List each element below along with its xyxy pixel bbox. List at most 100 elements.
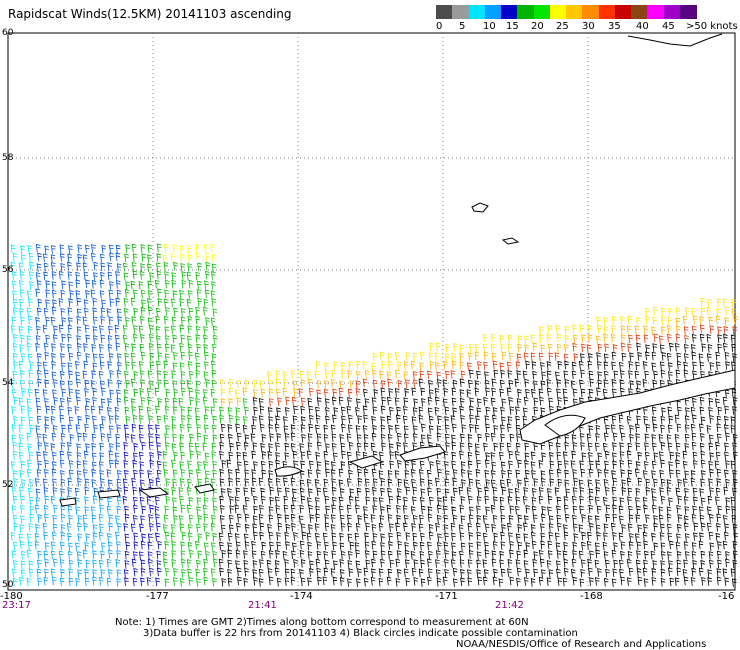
wind-barb <box>653 522 658 532</box>
wind-barb <box>323 478 329 488</box>
wind-barb <box>228 398 233 407</box>
wind-barb <box>188 577 193 586</box>
wind-barb <box>732 451 738 460</box>
wind-barb <box>411 416 417 425</box>
wind-barb <box>28 487 33 497</box>
wind-barb <box>618 414 624 424</box>
wind-barb <box>244 513 250 523</box>
wind-barb <box>100 253 105 263</box>
wind-barb <box>603 523 609 533</box>
wind-barb <box>148 433 153 442</box>
wind-barb <box>85 279 90 289</box>
wind-barb <box>500 343 505 353</box>
wind-barb <box>101 387 106 397</box>
wind-barb <box>362 425 368 434</box>
wind-barb <box>725 551 730 560</box>
wind-barb <box>660 495 666 505</box>
wind-barb <box>475 450 480 460</box>
wind-barb <box>140 351 146 361</box>
wind-barb <box>637 524 642 533</box>
wind-barb <box>18 262 24 272</box>
wind-barb <box>259 559 264 568</box>
wind-barb <box>346 478 352 487</box>
wind-barb <box>107 479 113 488</box>
wind-barb <box>83 343 88 352</box>
wind-barb <box>138 405 144 415</box>
wind-barb <box>12 370 18 380</box>
wind-barb <box>627 487 633 497</box>
wind-barb <box>290 576 296 586</box>
wind-barb <box>524 335 529 344</box>
wind-barb <box>420 497 425 506</box>
wind-barb <box>35 317 40 326</box>
wind-barb <box>187 532 193 542</box>
wind-barb <box>460 542 466 552</box>
wind-barb <box>436 514 442 524</box>
wind-barb <box>82 549 88 559</box>
wind-barb <box>651 568 657 577</box>
wind-barb <box>219 515 225 524</box>
wind-barb <box>676 504 681 514</box>
wind-barb <box>468 532 474 541</box>
wind-barb <box>115 531 120 541</box>
wind-barb <box>132 270 138 280</box>
wind-barb <box>180 504 186 514</box>
wind-barb <box>508 488 513 497</box>
wind-barb <box>341 362 346 371</box>
wind-barb <box>101 415 106 425</box>
wind-barb <box>29 261 34 271</box>
wind-barb <box>122 478 128 488</box>
wind-barb <box>355 388 361 397</box>
wind-barb <box>651 470 656 479</box>
wind-barb <box>19 524 24 533</box>
wind-barb <box>219 450 224 460</box>
wind-barb <box>475 468 481 478</box>
wind-barb <box>605 504 611 514</box>
wind-barb <box>181 558 186 568</box>
wind-barb <box>10 531 16 541</box>
wind-barb <box>45 289 50 298</box>
wind-barb <box>652 496 657 505</box>
wind-barb <box>179 515 184 524</box>
wind-barb <box>434 388 440 397</box>
wind-barb <box>188 442 194 451</box>
wind-barb <box>435 569 441 578</box>
wind-barb <box>597 343 603 353</box>
wind-barb <box>347 533 353 543</box>
wind-barb <box>476 559 481 569</box>
wind-barb <box>131 243 137 253</box>
wind-barb <box>67 253 72 263</box>
wind-barb <box>106 308 112 317</box>
wind-barb <box>636 415 641 425</box>
wind-barb <box>186 559 192 568</box>
wind-barb <box>21 550 26 560</box>
wind-barb <box>451 542 456 551</box>
wind-barb <box>403 479 409 488</box>
wind-barb <box>730 460 736 470</box>
wind-barb <box>691 325 697 335</box>
wind-barb <box>84 478 90 487</box>
wind-barb <box>684 433 690 443</box>
wind-barb <box>540 362 545 371</box>
wind-barb <box>300 523 306 532</box>
wind-barb <box>251 469 256 478</box>
wind-barb <box>692 560 697 569</box>
wind-barb <box>427 396 433 406</box>
wind-barb <box>530 578 536 587</box>
wind-barb <box>420 559 425 569</box>
wind-barb <box>499 442 505 452</box>
wind-barb <box>700 470 706 479</box>
wind-barb <box>164 531 170 541</box>
wind-barb <box>204 244 209 253</box>
wind-barb <box>517 388 522 398</box>
wind-barb <box>212 434 218 443</box>
wind-barb <box>268 460 274 470</box>
wind-barb <box>387 470 393 479</box>
wind-barb <box>699 406 705 416</box>
wind-barb <box>307 497 312 506</box>
wind-barb <box>149 504 154 514</box>
wind-barb <box>227 542 232 551</box>
wind-barb <box>92 495 98 505</box>
wind-barb <box>172 290 178 299</box>
wind-barb <box>429 342 435 352</box>
